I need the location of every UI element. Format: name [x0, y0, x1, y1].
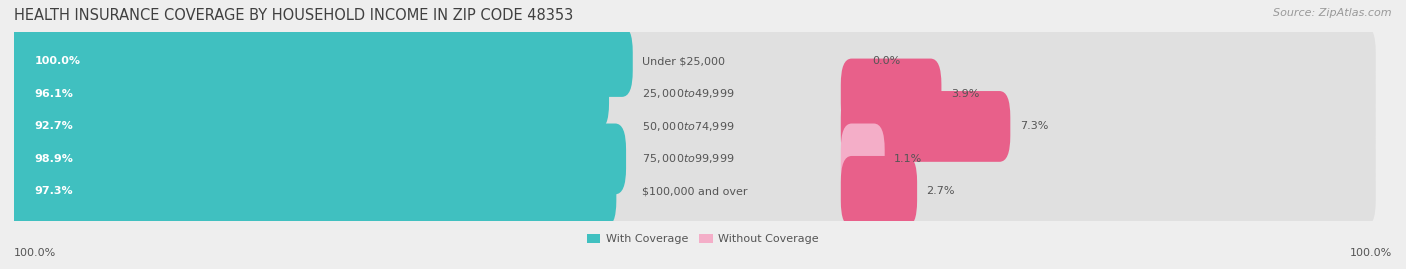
FancyBboxPatch shape: [3, 156, 1375, 227]
FancyBboxPatch shape: [841, 91, 1011, 162]
Text: Source: ZipAtlas.com: Source: ZipAtlas.com: [1274, 8, 1392, 18]
Legend: With Coverage, Without Coverage: With Coverage, Without Coverage: [582, 230, 824, 249]
FancyBboxPatch shape: [3, 123, 626, 194]
Text: 2.7%: 2.7%: [927, 186, 955, 196]
Text: 100.0%: 100.0%: [1350, 248, 1392, 258]
Text: 100.0%: 100.0%: [14, 248, 56, 258]
Text: 98.9%: 98.9%: [34, 154, 73, 164]
FancyBboxPatch shape: [3, 59, 1375, 129]
Text: HEALTH INSURANCE COVERAGE BY HOUSEHOLD INCOME IN ZIP CODE 48353: HEALTH INSURANCE COVERAGE BY HOUSEHOLD I…: [14, 8, 574, 23]
Text: $25,000 to $49,999: $25,000 to $49,999: [643, 87, 735, 100]
FancyBboxPatch shape: [841, 156, 917, 227]
FancyBboxPatch shape: [3, 91, 588, 162]
FancyBboxPatch shape: [3, 59, 609, 129]
FancyBboxPatch shape: [3, 123, 1375, 194]
Text: 1.1%: 1.1%: [894, 154, 922, 164]
Text: 92.7%: 92.7%: [34, 121, 73, 132]
Text: 100.0%: 100.0%: [34, 56, 80, 66]
FancyBboxPatch shape: [3, 91, 1375, 162]
Text: 0.0%: 0.0%: [872, 56, 900, 66]
Text: Under $25,000: Under $25,000: [643, 56, 725, 66]
FancyBboxPatch shape: [3, 26, 633, 97]
Text: 3.9%: 3.9%: [950, 89, 979, 99]
FancyBboxPatch shape: [841, 59, 942, 129]
Text: 97.3%: 97.3%: [34, 186, 73, 196]
Text: 96.1%: 96.1%: [34, 89, 73, 99]
FancyBboxPatch shape: [3, 156, 616, 227]
Text: $50,000 to $74,999: $50,000 to $74,999: [643, 120, 735, 133]
Text: $75,000 to $99,999: $75,000 to $99,999: [643, 153, 735, 165]
Text: 7.3%: 7.3%: [1019, 121, 1047, 132]
FancyBboxPatch shape: [841, 123, 884, 194]
Text: $100,000 and over: $100,000 and over: [643, 186, 748, 196]
FancyBboxPatch shape: [3, 26, 1375, 97]
